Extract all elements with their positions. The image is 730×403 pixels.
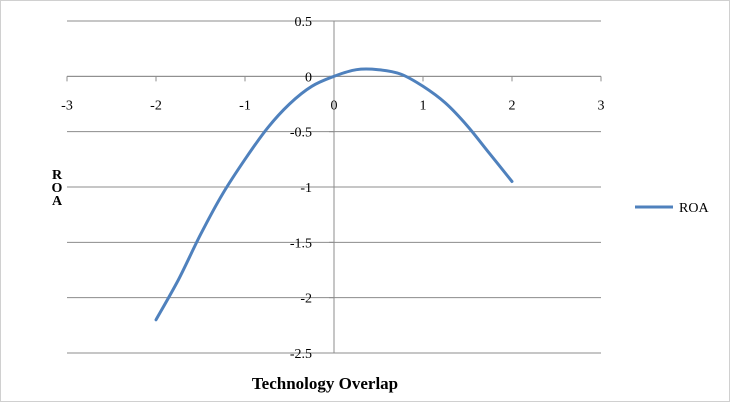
x-tick-label: -2 (150, 98, 162, 113)
y-tick-label: -1 (300, 181, 312, 196)
x-tick-label: -3 (61, 98, 73, 113)
x-axis-label: Technology Overlap (252, 374, 398, 393)
y-axis-label-letter: R (52, 168, 63, 183)
x-tick-label: 0 (331, 98, 338, 113)
x-tick-label: 3 (598, 98, 605, 113)
y-tick-label: -2 (300, 292, 312, 307)
x-tick-label: -1 (239, 98, 251, 113)
y-tick-label: 0 (305, 70, 312, 85)
y-tick-label: -2.5 (290, 347, 312, 362)
y-axis-label: ROA (52, 168, 63, 209)
legend: ROA (635, 201, 709, 216)
y-tick-label: -1.5 (290, 236, 312, 251)
x-tick-label: 2 (509, 98, 516, 113)
y-axis-label-letter: O (52, 181, 63, 196)
legend-label: ROA (679, 201, 709, 216)
y-tick-label: 0.5 (295, 15, 313, 30)
x-tick-label: 1 (420, 98, 427, 113)
series-layer (154, 67, 514, 322)
x-tick-labels: -3 -2 -1 0 1 2 3 (61, 98, 604, 113)
y-axis-label-letter: A (52, 194, 63, 209)
series-line-roa (154, 67, 514, 322)
y-tick-labels: 0.5 0 -0.5 -1 -1.5 -2 -2.5 (290, 15, 312, 362)
y-tick-label: -0.5 (290, 126, 312, 141)
